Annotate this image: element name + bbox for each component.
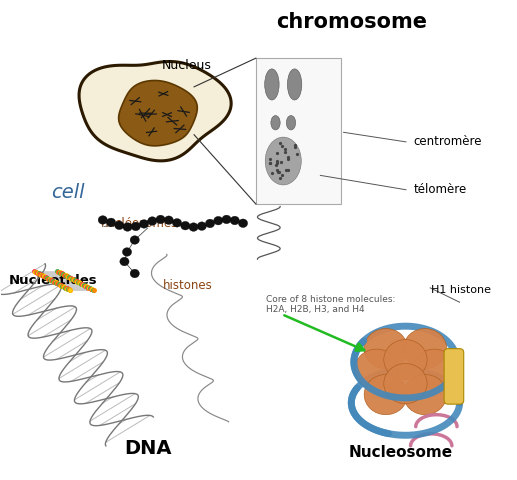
Circle shape	[148, 216, 157, 225]
Text: Core of 8 histone molecules:
H2A, H2B, H3, and H4: Core of 8 histone molecules: H2A, H2B, H…	[266, 295, 396, 314]
Text: Nucleotides: Nucleotides	[8, 274, 97, 287]
Circle shape	[364, 328, 407, 369]
Circle shape	[107, 218, 116, 227]
Circle shape	[364, 374, 407, 415]
Circle shape	[403, 328, 447, 369]
Text: Nucleosome: Nucleosome	[348, 445, 452, 460]
Ellipse shape	[286, 116, 296, 130]
Text: DNA: DNA	[124, 439, 172, 458]
Circle shape	[238, 219, 248, 228]
Circle shape	[172, 218, 181, 227]
Circle shape	[180, 221, 190, 230]
Text: Nucleus: Nucleus	[161, 59, 211, 72]
Circle shape	[164, 216, 173, 225]
Circle shape	[123, 248, 132, 256]
Circle shape	[214, 216, 223, 225]
Circle shape	[123, 223, 132, 231]
Ellipse shape	[287, 69, 302, 100]
Circle shape	[140, 220, 149, 228]
Text: nucléosomes: nucléosomes	[101, 217, 178, 230]
Circle shape	[222, 215, 231, 224]
Circle shape	[131, 222, 141, 231]
Text: télomère: télomère	[413, 183, 466, 196]
Polygon shape	[118, 81, 197, 146]
FancyBboxPatch shape	[444, 348, 464, 404]
Text: cell: cell	[51, 182, 84, 202]
Circle shape	[189, 223, 198, 231]
Ellipse shape	[265, 69, 279, 100]
Text: H1 histone: H1 histone	[431, 285, 491, 295]
Circle shape	[403, 374, 447, 415]
Ellipse shape	[271, 116, 280, 130]
Text: centromère: centromère	[413, 135, 482, 148]
Polygon shape	[79, 61, 231, 161]
Circle shape	[120, 257, 129, 266]
Circle shape	[130, 269, 140, 278]
Text: chromosome: chromosome	[276, 12, 427, 32]
Circle shape	[384, 339, 427, 380]
Circle shape	[413, 349, 456, 389]
Text: histones: histones	[163, 279, 213, 292]
Ellipse shape	[265, 137, 301, 185]
Circle shape	[355, 349, 398, 389]
Circle shape	[197, 222, 206, 230]
Circle shape	[98, 216, 108, 224]
FancyBboxPatch shape	[256, 58, 341, 204]
Circle shape	[115, 221, 124, 229]
Circle shape	[130, 236, 140, 244]
Circle shape	[156, 215, 165, 224]
Circle shape	[230, 216, 239, 225]
Circle shape	[205, 219, 215, 228]
Circle shape	[384, 363, 427, 404]
